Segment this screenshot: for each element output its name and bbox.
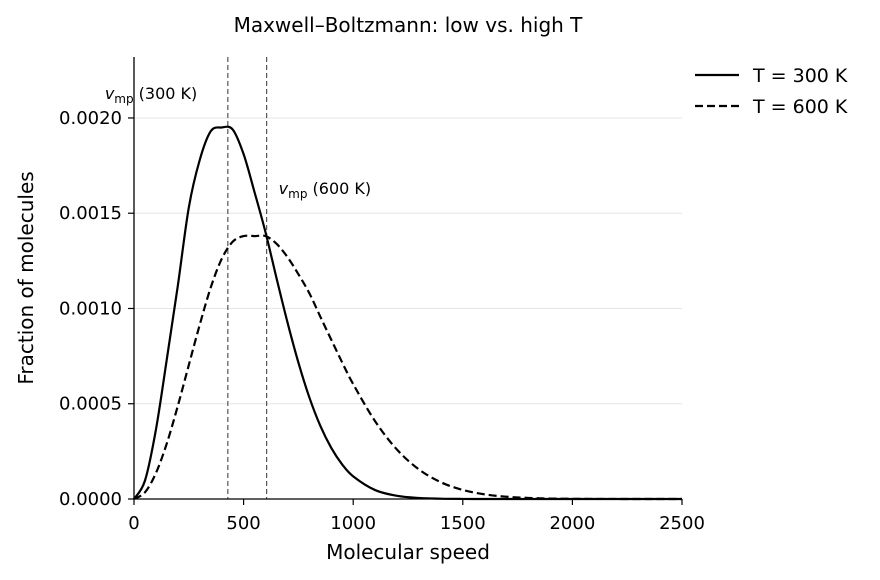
- vertical-reference-lines: [227, 57, 268, 499]
- y-tick-label: 0.0020: [59, 108, 122, 129]
- axes: [133, 57, 682, 500]
- x-tick-label: 500: [226, 513, 260, 534]
- y-tick-label: 0.0000: [59, 489, 122, 510]
- series-line-1: [133, 125, 682, 501]
- grid-lines: [134, 117, 682, 405]
- x-tick-label: 2000: [549, 513, 595, 534]
- legend-label: T = 600 K: [752, 96, 848, 118]
- x-tick-label: 1500: [440, 513, 486, 534]
- y-tick-label: 0.0010: [59, 298, 122, 319]
- x-tick-label: 1000: [330, 513, 376, 534]
- x-axis-label: Molecular speed: [326, 540, 490, 564]
- series-line-2: [133, 234, 682, 501]
- vmp-annotation: vmp (300 K): [105, 84, 197, 106]
- y-axis-label: Fraction of molecules: [14, 171, 38, 384]
- x-tick-label: 2500: [659, 513, 705, 534]
- x-tick-label: 0: [128, 513, 139, 534]
- y-tick-label: 0.0005: [59, 394, 122, 415]
- vmp-annotation: vmp (600 K): [279, 179, 371, 201]
- chart-title: Maxwell–Boltzmann: low vs. high T: [234, 13, 584, 37]
- y-ticks: 0.0000 0.0005 0.0010 0.0015 0.0020: [59, 108, 134, 510]
- legend: T = 300 K T = 600 K: [695, 65, 848, 118]
- series-lines: [133, 125, 682, 501]
- annotations: vmp (300 K) vmp (600 K): [105, 84, 371, 201]
- y-tick-label: 0.0015: [59, 203, 122, 224]
- legend-label: T = 300 K: [752, 65, 848, 87]
- x-ticks: 0 500 1000 1500 2000 2500: [128, 499, 705, 534]
